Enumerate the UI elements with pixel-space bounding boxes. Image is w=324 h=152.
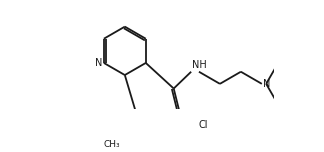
Text: N: N [263,79,270,89]
Text: Cl: Cl [198,120,208,130]
Text: NH: NH [192,60,207,70]
Text: N: N [95,58,102,68]
Text: CH₃: CH₃ [104,140,121,149]
